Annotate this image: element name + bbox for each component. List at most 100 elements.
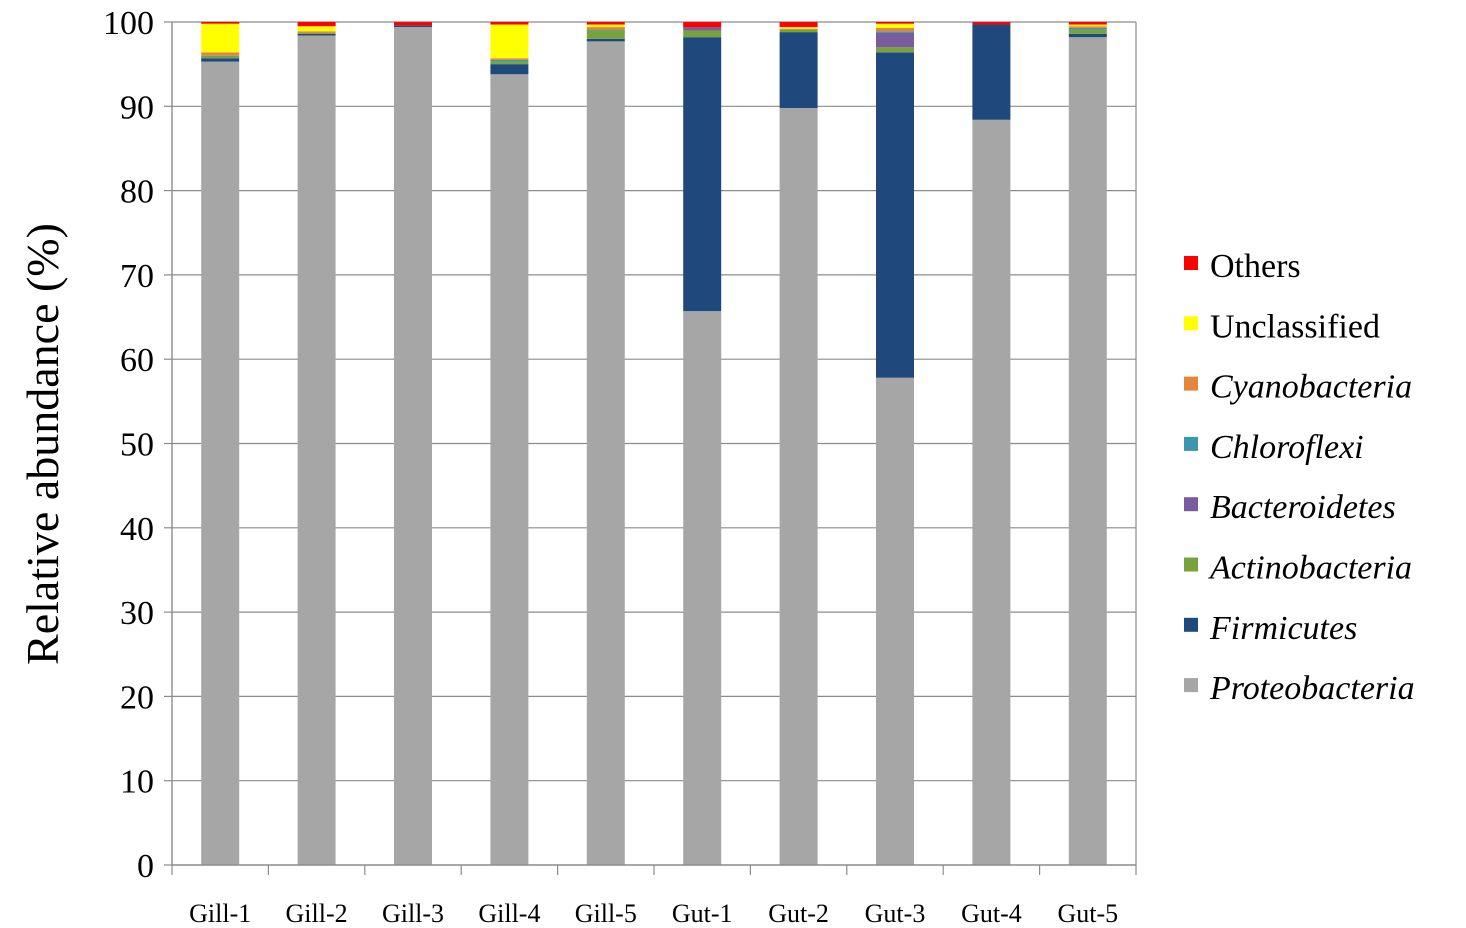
- y-tick-label: 40: [120, 511, 154, 548]
- bar-segment: [1068, 24, 1107, 27]
- bar-segment: [297, 32, 336, 34]
- bar-segment: [394, 25, 432, 28]
- bar-segment: [876, 377, 914, 865]
- bar-segment: [972, 119, 1011, 865]
- bar-segment: [972, 24, 1011, 120]
- bar-segment: [490, 22, 529, 25]
- bar-segment: [201, 23, 240, 53]
- y-tick-label: 10: [120, 764, 154, 801]
- legend-label: Actinobacteria: [1208, 550, 1412, 587]
- bar-segment: [201, 56, 240, 59]
- legend-swatch: [1184, 256, 1198, 270]
- bar-segment: [586, 24, 625, 28]
- bar-segment: [683, 22, 722, 28]
- bar-segment: [779, 27, 818, 29]
- bar-segment: [490, 61, 529, 65]
- y-tick-label: 70: [120, 258, 154, 295]
- x-tick-label: Gut-5: [1057, 899, 1118, 928]
- bar-segment: [876, 22, 914, 24]
- bar-segment: [1068, 37, 1107, 865]
- bar-segment: [876, 47, 914, 53]
- bar-segment: [201, 58, 240, 62]
- legend-swatch: [1184, 497, 1198, 512]
- bar-segment: [394, 22, 432, 26]
- bar-segment: [876, 27, 914, 32]
- x-tick-label: Gut-1: [672, 899, 733, 928]
- bar-segment: [201, 61, 240, 866]
- bar-segment: [297, 33, 336, 36]
- bar-segment: [683, 27, 722, 31]
- bar-segment: [297, 22, 336, 27]
- bar-segment: [876, 32, 914, 48]
- bar-segment: [394, 27, 432, 866]
- bar-segment: [779, 28, 818, 30]
- bar-segment: [201, 52, 240, 56]
- y-tick-label: 20: [120, 679, 154, 716]
- bars: [201, 22, 1107, 866]
- y-tick-label: 60: [120, 342, 154, 379]
- bar-segment: [586, 30, 625, 39]
- y-tick-labels: 0 10 20 30 40 50 60 70 80 90 100: [103, 5, 154, 885]
- legend-swatch: [1184, 678, 1198, 693]
- bar-segment: [972, 22, 1011, 25]
- bar-segment: [490, 59, 529, 62]
- legend-swatch: [1184, 436, 1198, 451]
- bar-segment: [490, 74, 529, 866]
- x-tick-label: Gill-4: [478, 899, 540, 928]
- bar-segment: [1068, 22, 1107, 25]
- legend-label: Firmicutes: [1209, 610, 1357, 647]
- bar-segment: [297, 35, 336, 866]
- bar-segment: [779, 29, 818, 33]
- x-tick-label: Gill-1: [189, 899, 251, 928]
- legend-label: Chloroflexi: [1210, 429, 1364, 466]
- bar-segment: [779, 107, 818, 865]
- bar-segment: [586, 38, 625, 42]
- bar-segment: [876, 31, 914, 33]
- bar-segment: [586, 22, 625, 25]
- bar-segment: [586, 29, 625, 31]
- legend-label: Others: [1210, 248, 1301, 285]
- bar-segment: [201, 22, 240, 24]
- bar-segment: [876, 52, 914, 378]
- bar-segment: [586, 27, 625, 30]
- legend-swatch: [1184, 316, 1198, 331]
- legend-swatch: [1184, 617, 1198, 632]
- legend-label: Unclassified: [1210, 308, 1380, 345]
- bar-segment: [297, 26, 336, 32]
- bar-segment: [490, 58, 529, 60]
- bar-segment: [297, 31, 336, 33]
- bar-segment: [683, 30, 722, 38]
- legend-swatch: [1184, 557, 1198, 572]
- axes: [164, 21, 1137, 875]
- legend: Others Unclassified Cyanobacteria Chlorofle…: [1184, 248, 1415, 707]
- x-tick-label: Gill-2: [286, 899, 348, 928]
- bar-segment: [876, 23, 914, 28]
- y-axis-title: Relative abundance (%): [17, 223, 68, 665]
- bar-segment: [490, 64, 529, 75]
- y-tick-label: 0: [137, 848, 154, 885]
- legend-label: Bacteroidetes: [1210, 489, 1396, 526]
- y-tick-label: 90: [120, 89, 154, 126]
- y-tick-label: 80: [120, 174, 154, 211]
- x-tick-label: Gill-5: [575, 899, 637, 928]
- x-tick-label: Gut-2: [768, 899, 829, 928]
- bar-segment: [490, 24, 529, 59]
- y-tick-label: 100: [103, 5, 154, 42]
- legend-label: Proteobacteria: [1209, 670, 1415, 707]
- bar-segment: [683, 311, 722, 865]
- bar-segment: [1068, 26, 1107, 28]
- x-tick-labels: Gill-1 Gill-2 Gill-3 Gill-4 Gill-5 Gut-1 Gut-2…: [189, 899, 1118, 928]
- y-tick-label: 30: [120, 595, 154, 632]
- bar-segment: [201, 55, 240, 57]
- legend-swatch: [1184, 376, 1198, 391]
- bar-segment: [779, 22, 818, 28]
- bar-segment: [1068, 29, 1107, 34]
- bar-segment: [683, 37, 722, 312]
- bar-segment: [779, 32, 818, 108]
- bar-segment: [1068, 33, 1107, 38]
- bar-segment: [1068, 27, 1107, 30]
- legend-label: Cyanobacteria: [1210, 369, 1412, 406]
- bar-segment: [586, 41, 625, 866]
- x-tick-label: Gut-3: [865, 899, 926, 928]
